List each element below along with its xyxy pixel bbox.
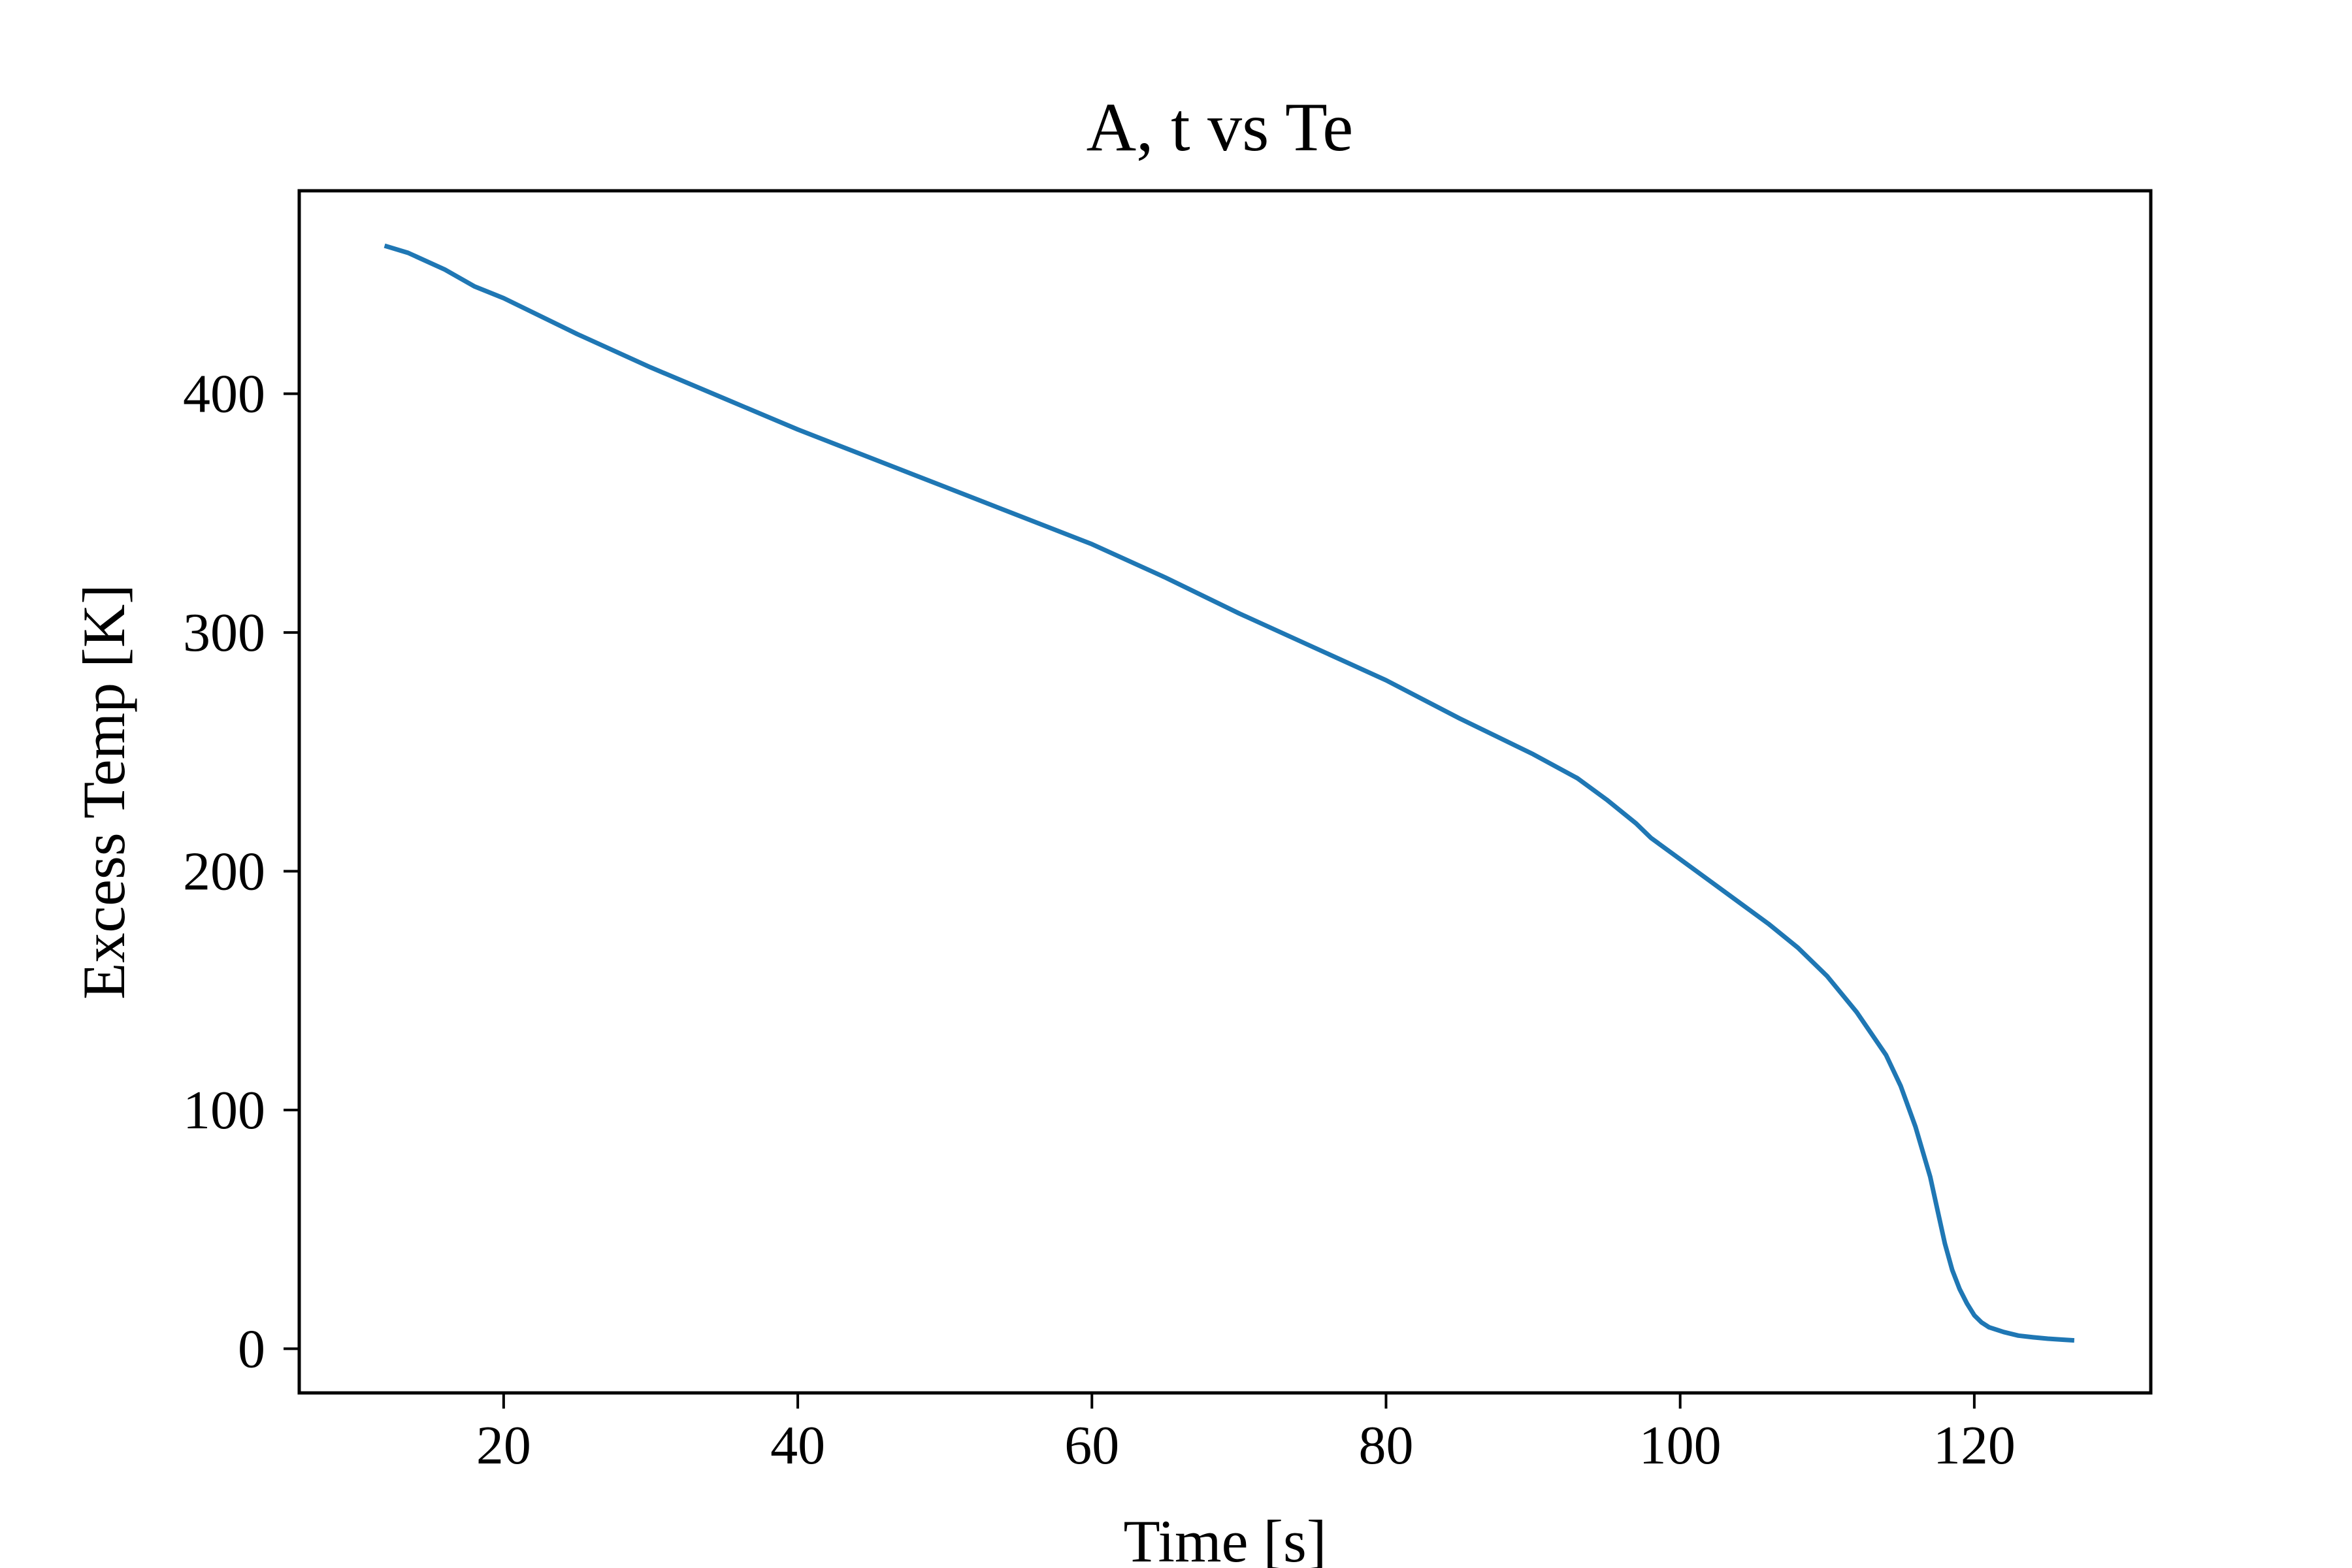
x-tick-label: 40 bbox=[770, 1415, 825, 1476]
plot-area-frame bbox=[297, 189, 2153, 1395]
y-tick-label: 400 bbox=[183, 364, 265, 425]
x-axis: 20 40 60 80 100 120 bbox=[476, 1393, 2016, 1476]
x-axis-label: Time [s] bbox=[1124, 1508, 1327, 1568]
chart-title: A, t vs Te bbox=[1086, 89, 1354, 165]
x-tick-label: 80 bbox=[1358, 1415, 1413, 1476]
y-tick-label: 0 bbox=[238, 1318, 265, 1379]
y-axis-label: Excess Temp [K] bbox=[71, 584, 137, 1000]
x-tick-label: 20 bbox=[476, 1415, 531, 1476]
x-tick-label: 120 bbox=[1933, 1415, 2016, 1476]
series-line bbox=[384, 243, 2075, 1343]
y-tick-label: 200 bbox=[183, 841, 265, 902]
x-tick-label: 60 bbox=[1064, 1415, 1119, 1476]
x-tick-label: 100 bbox=[1639, 1415, 1722, 1476]
y-axis: 0 100 200 300 400 bbox=[183, 364, 299, 1379]
y-tick-label: 300 bbox=[183, 602, 265, 663]
y-tick-label: 100 bbox=[183, 1080, 265, 1141]
